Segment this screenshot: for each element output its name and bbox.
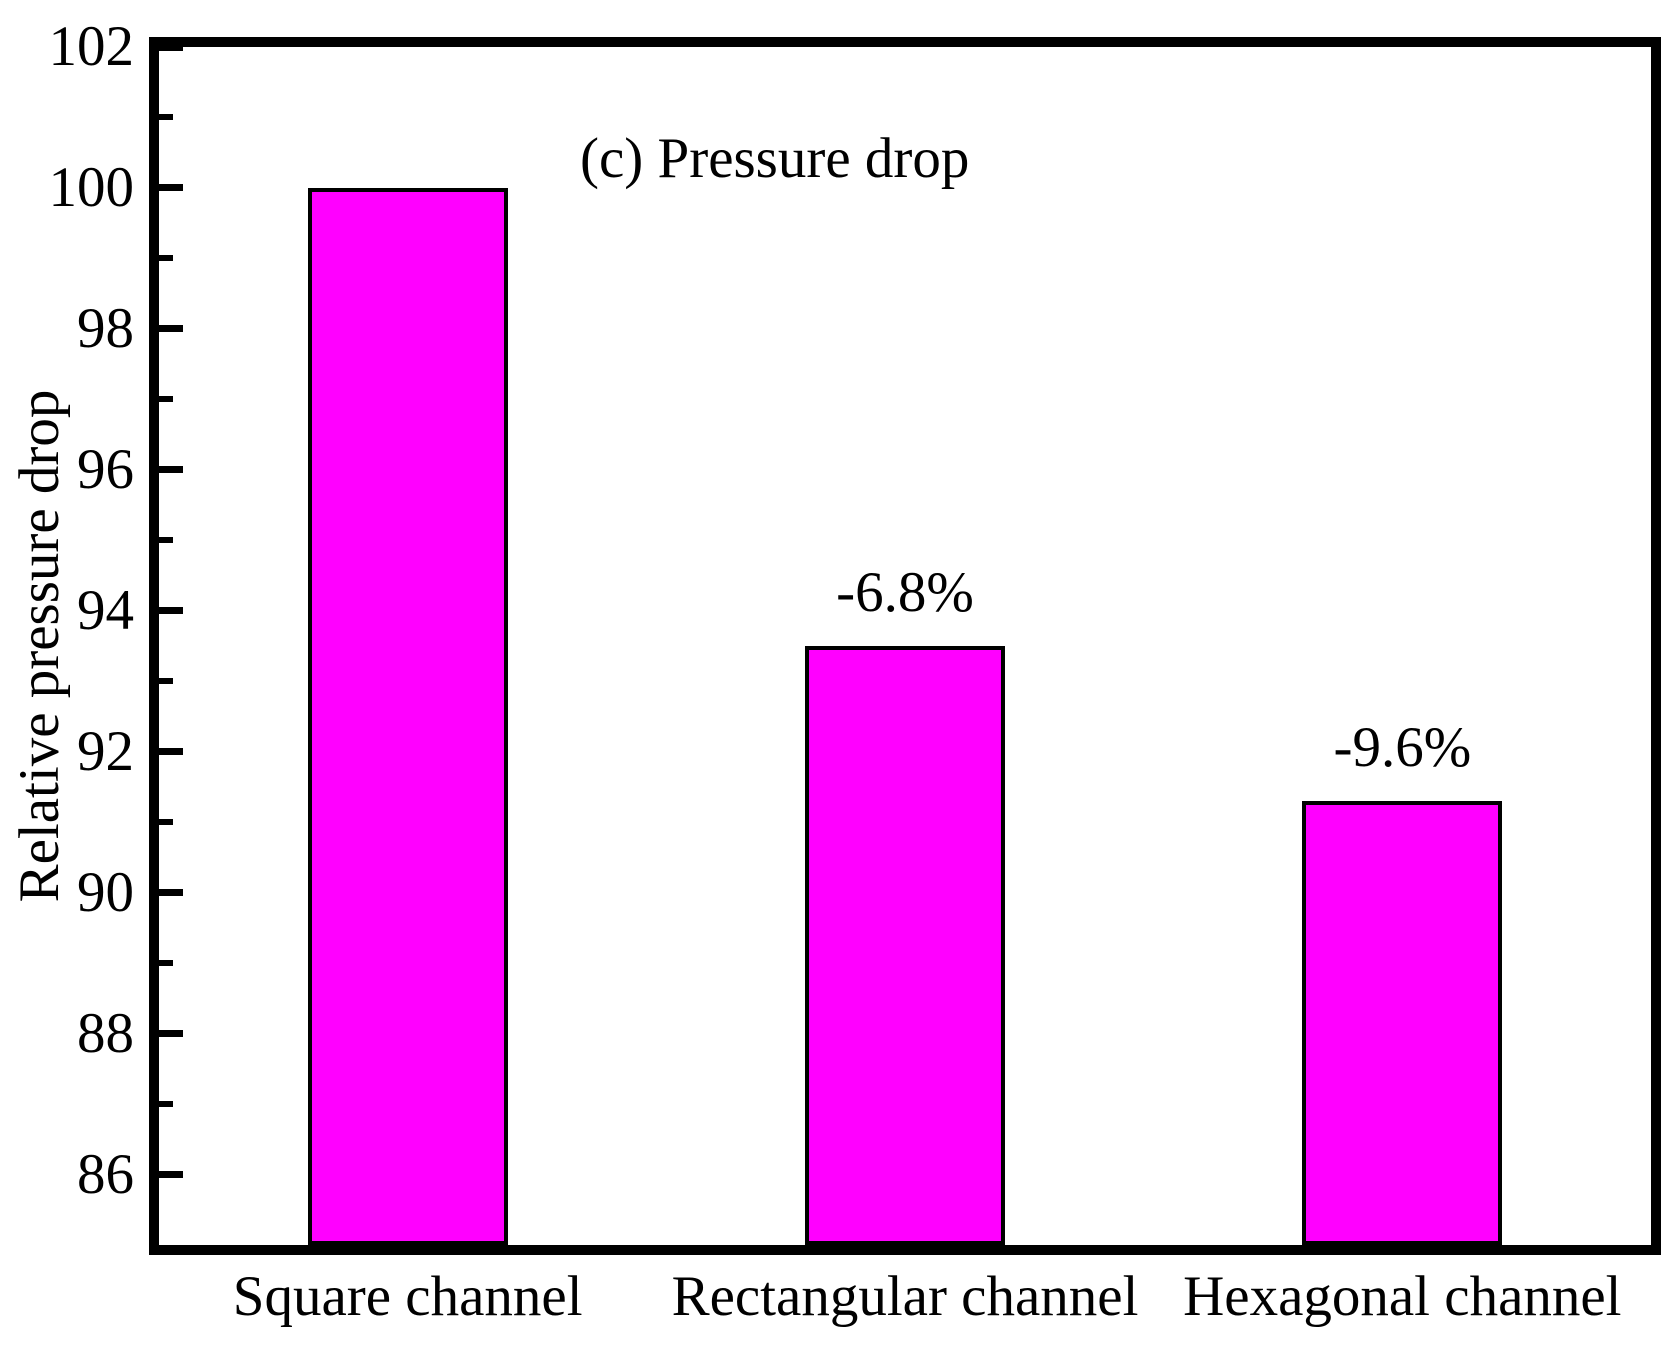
y-minor-tick — [159, 114, 173, 121]
y-tick-label: 90 — [77, 860, 134, 924]
x-category-label: Rectangular channel — [671, 1265, 1139, 1328]
bar-square-channel — [307, 187, 508, 1245]
y-tick-label: 86 — [77, 1142, 134, 1206]
plot-area: -6.8% -9.6% — [159, 43, 1651, 1245]
y-tick-label: 92 — [77, 719, 134, 783]
y-tick-label: 94 — [77, 578, 134, 642]
y-major-tick — [159, 607, 183, 615]
y-tick-label: 88 — [77, 1001, 134, 1065]
y-minor-tick — [159, 819, 173, 826]
y-tick-label: 102 — [48, 15, 135, 78]
x-category-label: Square channel — [232, 1265, 583, 1328]
bar-hexagonal-channel — [1302, 801, 1503, 1245]
y-minor-tick — [159, 960, 173, 967]
y-tick-label: 98 — [77, 296, 134, 360]
y-major-tick — [159, 325, 183, 333]
y-minor-tick — [159, 396, 173, 403]
bar-value-label: -9.6% — [1333, 716, 1472, 780]
y-major-tick — [159, 889, 183, 897]
y-major-tick — [159, 1171, 183, 1179]
x-category-label: Hexagonal channel — [1183, 1265, 1622, 1328]
y-tick-label: 96 — [77, 437, 134, 501]
bar-rectangular-channel — [805, 646, 1005, 1245]
y-tick-label: 100 — [48, 155, 135, 219]
chart-title: (c) Pressure drop — [580, 127, 970, 190]
y-minor-tick — [159, 678, 173, 685]
y-minor-tick — [159, 1101, 173, 1108]
bar-value-label: -6.8% — [836, 561, 974, 624]
y-major-tick — [159, 1030, 183, 1038]
y-major-tick — [159, 466, 183, 474]
y-major-tick — [159, 184, 183, 192]
y-major-tick — [159, 748, 183, 756]
y-major-tick — [159, 43, 183, 51]
y-minor-tick — [159, 255, 173, 262]
y-minor-tick — [159, 537, 173, 544]
